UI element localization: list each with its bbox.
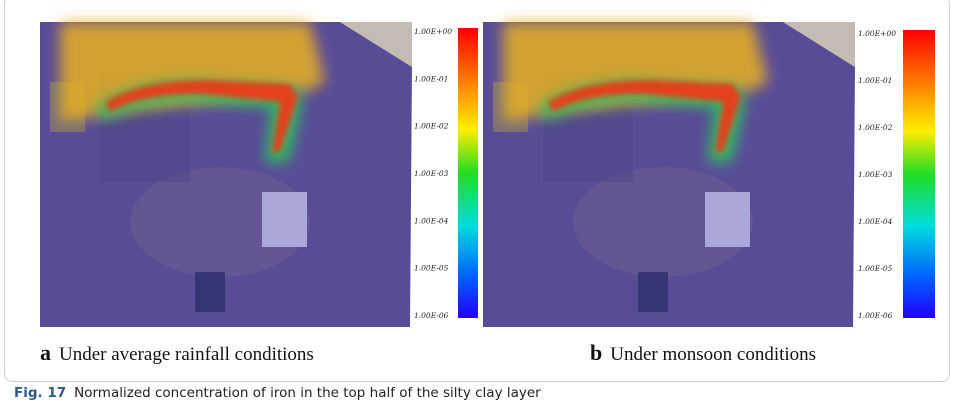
colorbar-label: 1.00E-01 xyxy=(414,74,448,83)
colorbar-label: 1.00E-06 xyxy=(858,311,893,320)
caption-text: Normalized concentration of iron in the … xyxy=(74,385,541,401)
panel-letter: b xyxy=(590,340,602,365)
colorbar-label: 1.00E+00 xyxy=(858,29,896,38)
colorbar-label: 1.00E-01 xyxy=(858,76,892,85)
colorbar-label: 1.00E-04 xyxy=(858,217,893,226)
colorbar-label: 1.00E-05 xyxy=(858,264,893,273)
map-image-a xyxy=(40,22,412,327)
map-image-b xyxy=(483,22,855,327)
panel-caption: Under monsoon conditions xyxy=(610,344,816,365)
panel-label-b: b Under monsoon conditions xyxy=(590,340,816,366)
colorbar-label: 1.00E-03 xyxy=(414,169,449,178)
colorbar-label: 1.00E-02 xyxy=(414,122,449,131)
panel-letter: a xyxy=(40,340,51,365)
colorbar-label: 1.00E-06 xyxy=(414,311,449,320)
panel-caption: Under average rainfall conditions xyxy=(59,344,314,365)
colorbar-a xyxy=(458,28,478,318)
figure-caption: Fig. 17 Normalized concentration of iron … xyxy=(14,385,541,401)
colorbar-label: 1.00E-05 xyxy=(414,264,449,273)
colorbar-b xyxy=(903,30,935,318)
colorbar-label: 1.00E+00 xyxy=(414,27,452,36)
colorbar-label: 1.00E-03 xyxy=(858,170,893,179)
colorbar-label: 1.00E-04 xyxy=(414,216,449,225)
figure-number: Fig. 17 xyxy=(14,385,66,401)
colorbar-label: 1.00E-02 xyxy=(858,123,893,132)
panel-label-a: a Under average rainfall conditions xyxy=(40,340,314,366)
